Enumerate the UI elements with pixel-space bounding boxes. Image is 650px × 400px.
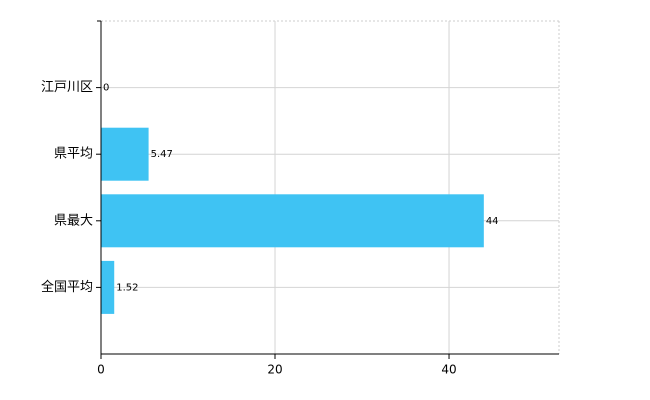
bar xyxy=(101,127,149,181)
value-label: 0 xyxy=(103,83,109,94)
y-tick-label: 県最大 xyxy=(54,213,93,228)
x-tick-label: 40 xyxy=(441,363,456,377)
x-tick-label: 0 xyxy=(97,363,105,377)
bar xyxy=(101,260,115,314)
x-tick-label: 20 xyxy=(267,363,282,377)
bar xyxy=(101,194,484,248)
y-tick-label: 県平均 xyxy=(54,147,93,162)
y-tick-label: 全国平均 xyxy=(41,279,93,295)
value-label: 1.52 xyxy=(116,282,138,293)
value-label: 44 xyxy=(486,216,499,227)
y-tick-label: 江戸川区 xyxy=(41,80,93,95)
value-label: 5.47 xyxy=(151,149,173,160)
